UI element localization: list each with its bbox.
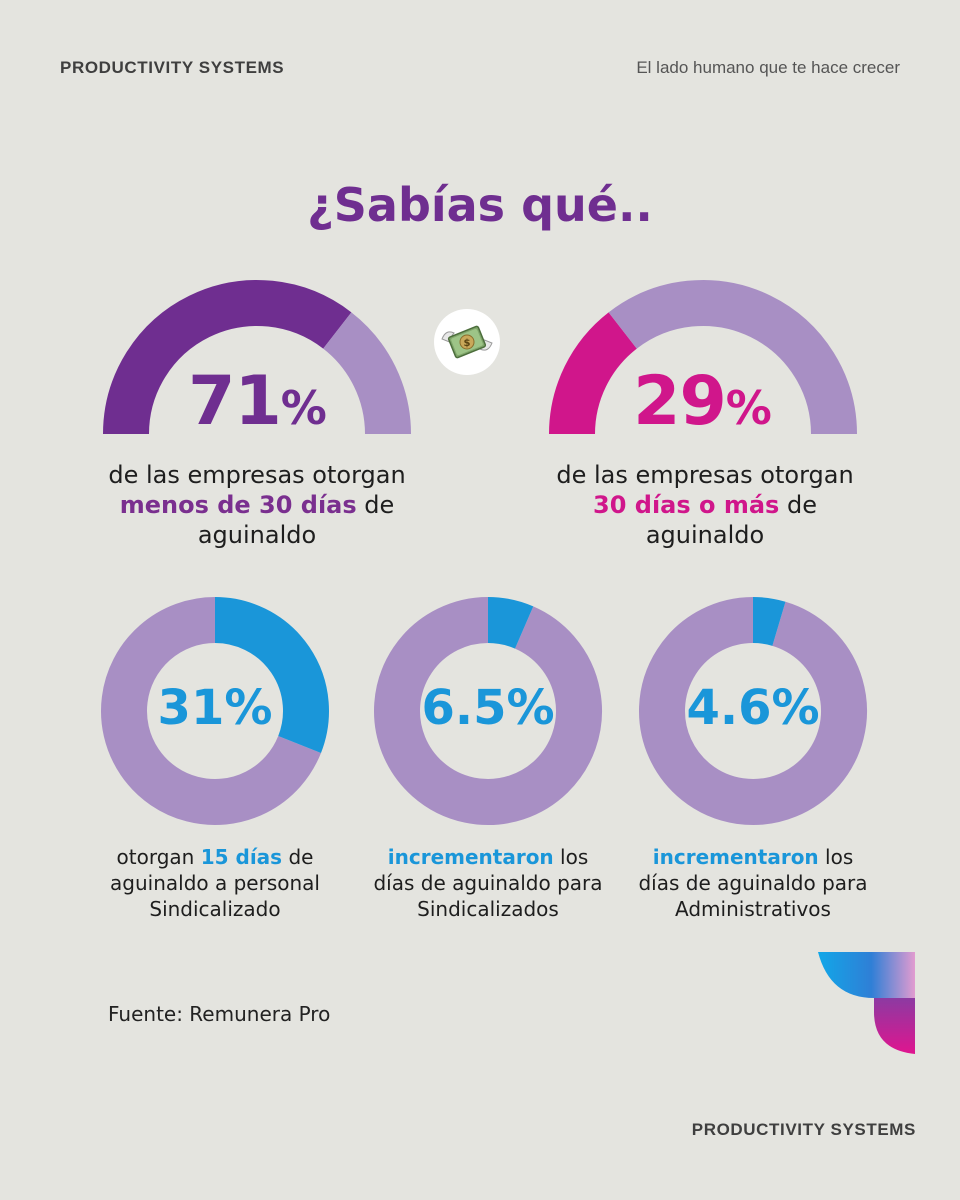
gauge-segment-rest	[608, 280, 857, 435]
desc-end: aguinaldo	[197, 521, 317, 549]
desc-highlight: 30 días o más	[593, 491, 780, 519]
percent-sign: %	[725, 381, 772, 435]
desc-after: de	[364, 491, 395, 519]
desc-line-3: Sindicalizado	[149, 897, 281, 921]
donut-value-sindicalizados: 6.5%	[421, 680, 555, 736]
footer-brand-name: PRODUCTIVITY SYSTEMS	[691, 1120, 916, 1139]
gauge-segment-value	[103, 280, 352, 435]
desc-line-3: Sindicalizados	[417, 897, 559, 921]
gauge-chart-less-30-days	[103, 280, 411, 435]
donut-segment-value	[487, 597, 534, 649]
donut-chart-administrativos	[639, 597, 867, 825]
desc-line: de las empresas otorgan	[556, 461, 854, 489]
gauge-value-number: 29	[633, 362, 727, 441]
gauge-value-30-plus: 29%	[548, 362, 856, 441]
desc-highlight: 15 días	[200, 845, 283, 869]
donut-value-administrativos: 4.6%	[686, 680, 820, 736]
desc-before: otorgan	[116, 845, 195, 869]
desc-after: de	[786, 491, 817, 519]
source-note: Fuente: Remunera Pro	[108, 1002, 331, 1026]
desc-after: los	[560, 845, 589, 869]
desc-line-2: aguinaldo a personal	[110, 871, 320, 895]
donut-segment-value	[752, 597, 786, 647]
headline: ¿Sabías qué..	[307, 178, 653, 232]
brand-logo-mark	[818, 952, 915, 1054]
donut-segment-rest	[639, 597, 867, 825]
donut-segment-rest	[101, 597, 321, 825]
money-with-wings-icon: $	[434, 309, 500, 375]
desc-highlight: incrementaron	[387, 845, 554, 869]
donut-description-administrativos: incrementaron los días de aguinaldo para…	[623, 844, 883, 922]
gauge-segment-value	[549, 312, 638, 435]
svg-text:$: $	[464, 338, 471, 349]
gauge-description-30-plus: de las empresas otorgan 30 días o más de…	[508, 460, 902, 550]
donut-description-sindicalizados: incrementaron los días de aguinaldo para…	[358, 844, 618, 922]
desc-line-2: días de aguinaldo para	[373, 871, 603, 895]
desc-after: de	[288, 845, 314, 869]
desc-line-2: días de aguinaldo para	[638, 871, 868, 895]
gauge-value-number: 71	[188, 362, 282, 441]
donut-description-15-days: otorgan 15 días de aguinaldo a personal …	[85, 844, 345, 922]
donut-segment-rest	[374, 597, 602, 825]
donut-value-15-days: 31%	[157, 680, 273, 736]
desc-end: aguinaldo	[645, 521, 765, 549]
donut-segment-value	[214, 597, 329, 753]
gauge-description-less-30: de las empresas otorgan menos de 30 días…	[60, 460, 454, 550]
percent-sign: %	[280, 381, 327, 435]
gauge-value-less-30: 71%	[103, 362, 411, 441]
desc-after: los	[825, 845, 854, 869]
desc-line-3: Administrativos	[675, 897, 831, 921]
desc-line: de las empresas otorgan	[108, 461, 406, 489]
tagline: El lado humano que te hace crecer	[636, 58, 900, 77]
desc-highlight: incrementaron	[652, 845, 819, 869]
desc-highlight: menos de 30 días	[119, 491, 357, 519]
brand-name: PRODUCTIVITY SYSTEMS	[60, 58, 285, 77]
gauge-segment-rest	[322, 312, 411, 435]
donut-chart-sindicalizados	[374, 597, 602, 825]
gauge-chart-30-plus-days	[549, 280, 857, 435]
donut-chart-15-days	[101, 597, 329, 825]
